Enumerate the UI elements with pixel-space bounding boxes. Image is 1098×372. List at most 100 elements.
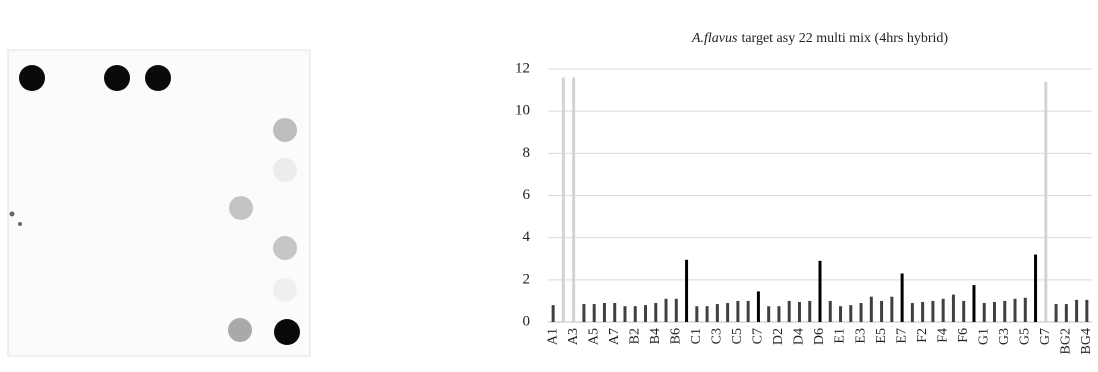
x-tick-label: BG4: [1079, 328, 1094, 354]
x-tick-label: C7: [751, 328, 766, 344]
bar: [819, 261, 822, 322]
x-tick-label: D4: [792, 328, 807, 345]
bar: [1003, 301, 1006, 322]
bar: [695, 306, 698, 322]
x-tick-label: D2: [771, 328, 786, 345]
bar: [747, 301, 750, 322]
bar: [962, 301, 965, 322]
bar: [808, 301, 811, 322]
bar: [767, 306, 770, 322]
blot-dot: [273, 278, 297, 302]
blot-dot: [274, 319, 300, 345]
x-tick-label: B2: [627, 328, 642, 344]
y-tick-label: 4: [523, 229, 531, 245]
blot-image: [8, 50, 310, 356]
bar: [654, 303, 657, 322]
bar: [675, 299, 678, 322]
x-tick-label: F4: [935, 328, 950, 343]
bar: [870, 297, 873, 322]
bar: [613, 303, 616, 322]
x-tick-label: B4: [648, 328, 663, 344]
y-tick-label: 8: [523, 145, 531, 161]
bar: [849, 305, 852, 322]
bar: [726, 303, 729, 322]
bar: [880, 301, 883, 322]
x-tick-label: E5: [874, 328, 889, 344]
bar: [623, 306, 626, 322]
blot-dot: [104, 65, 130, 91]
x-tick-label: E7: [894, 328, 909, 344]
bar: [1034, 255, 1037, 322]
x-tick-label: A1: [545, 328, 560, 345]
x-tick-label: E3: [853, 328, 868, 344]
blot-speck: [18, 222, 22, 226]
y-tick-label: 0: [523, 313, 531, 329]
bar: [901, 274, 904, 322]
bar: [942, 299, 945, 322]
blot-dot: [273, 236, 297, 260]
bar: [603, 303, 606, 322]
bar: [1085, 300, 1088, 322]
blot-dot: [273, 158, 297, 182]
bar: [644, 305, 647, 322]
x-tick-label: C3: [710, 328, 725, 344]
x-tick-label: B6: [669, 328, 684, 344]
blot-speck: [10, 212, 15, 217]
x-tick-label: G5: [1018, 328, 1033, 345]
bar: [1065, 304, 1068, 322]
y-tick-label: 2: [523, 271, 531, 287]
bar: [890, 297, 893, 322]
bar: [952, 295, 955, 322]
bar: [593, 304, 596, 322]
bar: [757, 291, 760, 322]
x-tick-label: A5: [586, 328, 601, 345]
x-tick-label: C1: [689, 328, 704, 344]
x-tick-label: BG2: [1059, 328, 1074, 354]
x-tick-label: C5: [730, 328, 745, 344]
title-species: A.flavus: [691, 31, 738, 46]
bar: [562, 77, 565, 322]
bar: [665, 299, 668, 322]
bar: [993, 302, 996, 322]
x-tick-label: F6: [956, 328, 971, 343]
bar: [1044, 82, 1047, 322]
bar: [1055, 304, 1058, 322]
figure: A.flavustarget asy 22 multi mix (4hrs hy…: [0, 0, 1098, 372]
x-tick-label: A3: [566, 328, 581, 345]
x-tick-label: G7: [1038, 328, 1053, 345]
bar: [983, 303, 986, 322]
bar: [921, 302, 924, 322]
bar: [911, 303, 914, 322]
y-tick-label: 12: [515, 60, 530, 76]
bar: [685, 260, 688, 322]
bar: [634, 306, 637, 322]
bar: [1024, 298, 1027, 322]
x-tick-label: E1: [833, 328, 848, 344]
title-text: target asy 22 multi mix (4hrs hybrid): [741, 31, 948, 46]
y-tick-label: 6: [523, 187, 531, 203]
blot-dot: [145, 65, 171, 91]
bar: [736, 301, 739, 322]
bar: [1075, 300, 1078, 322]
blot-dot: [229, 196, 253, 220]
bar: [552, 305, 555, 322]
blot-dot: [19, 65, 45, 91]
blot-dot: [228, 318, 252, 342]
page: A.flavustarget asy 22 multi mix (4hrs hy…: [0, 0, 1098, 372]
bar: [706, 306, 709, 322]
x-tick-label: A7: [607, 328, 622, 345]
bar: [1014, 299, 1017, 322]
bar: [931, 301, 934, 322]
bar: [839, 306, 842, 322]
blot-dot: [273, 118, 297, 142]
y-tick-label: 10: [515, 103, 530, 119]
x-tick-label: G1: [976, 328, 991, 345]
bar: [777, 306, 780, 322]
bar: [716, 304, 719, 322]
bar: [788, 301, 791, 322]
bar: [798, 302, 801, 322]
bar: [582, 304, 585, 322]
x-tick-label: D6: [812, 328, 827, 345]
blot-frame: [8, 50, 310, 356]
